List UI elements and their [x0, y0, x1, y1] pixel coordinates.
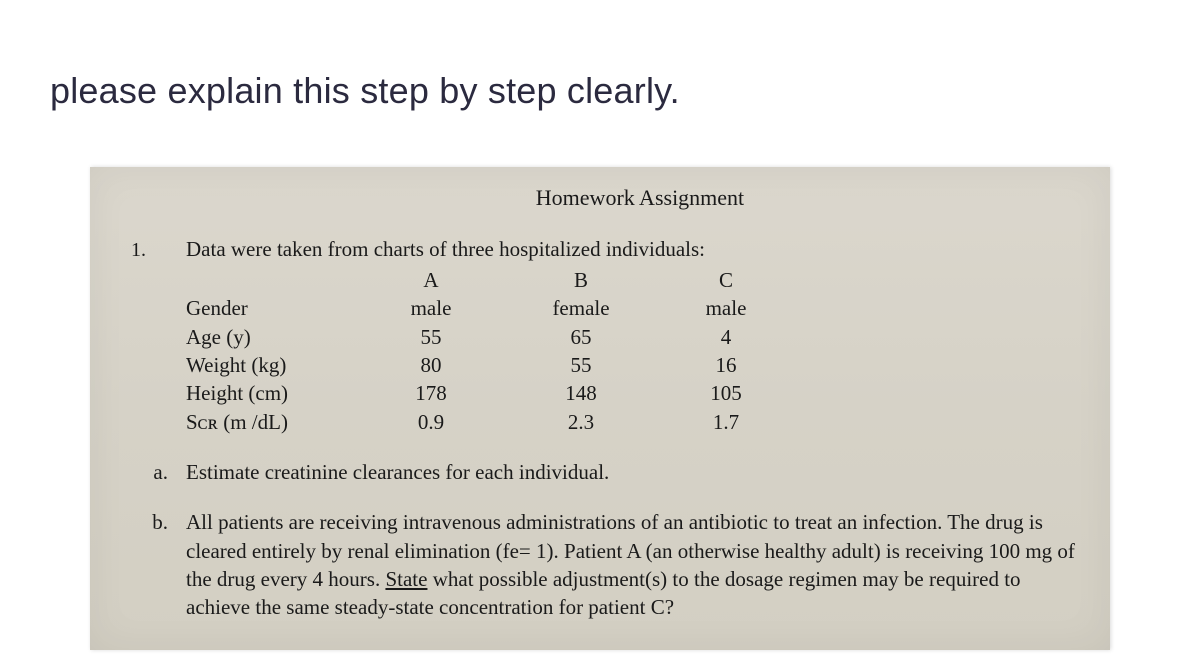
table-col-header: C — [656, 266, 796, 294]
table-cell: 0.9 — [356, 408, 506, 436]
question-lead: Data were taken from charts of three hos… — [186, 237, 1082, 262]
table-cell: 148 — [506, 379, 656, 407]
table-cell: 80 — [356, 351, 506, 379]
table-cell: 105 — [656, 379, 796, 407]
subquestion-text: Estimate creatinine clearances for each … — [186, 458, 1082, 486]
table-cell: 1.7 — [656, 408, 796, 436]
table-row-label: Height (cm) — [186, 379, 356, 407]
question-number: 1. — [118, 237, 146, 622]
table-cell: 178 — [356, 379, 506, 407]
subquestion-b: b. All patients are receiving intravenou… — [146, 508, 1082, 621]
table-cell: 2.3 — [506, 408, 656, 436]
table-row-label: Age (y) — [186, 323, 356, 351]
table-row-label: Weight (kg) — [186, 351, 356, 379]
table-cell: 55 — [356, 323, 506, 351]
question-body: Data were taken from charts of three hos… — [186, 237, 1082, 622]
table-row-label: Sᴄʀ (m /dL) — [186, 408, 356, 436]
subquestion-a: a. Estimate creatinine clearances for ea… — [146, 458, 1082, 486]
subquestion-text: All patients are receiving intravenous a… — [186, 508, 1082, 621]
subquestion-letter: b. — [146, 508, 168, 621]
table-cell: female — [506, 294, 656, 322]
patient-data-table: A B C Gender male female male Age (y) 55… — [186, 266, 1082, 436]
table-col-header: A — [356, 266, 506, 294]
user-prompt: please explain this step by step clearly… — [50, 70, 1150, 112]
table-cell: male — [356, 294, 506, 322]
underlined-word: State — [385, 567, 427, 591]
table-row-label: Gender — [186, 294, 356, 322]
table-cell: male — [656, 294, 796, 322]
page-container: please explain this step by step clearly… — [0, 0, 1200, 650]
question-row: 1. Data were taken from charts of three … — [118, 237, 1082, 622]
table-col-header: B — [506, 266, 656, 294]
table-cell: 4 — [656, 323, 796, 351]
table-cell: 16 — [656, 351, 796, 379]
homework-title: Homework Assignment — [198, 185, 1082, 211]
homework-paper: Homework Assignment 1. Data were taken f… — [90, 167, 1110, 650]
subquestion-letter: a. — [146, 458, 168, 486]
table-cell: 55 — [506, 351, 656, 379]
table-cell: 65 — [506, 323, 656, 351]
table-corner — [186, 266, 356, 294]
